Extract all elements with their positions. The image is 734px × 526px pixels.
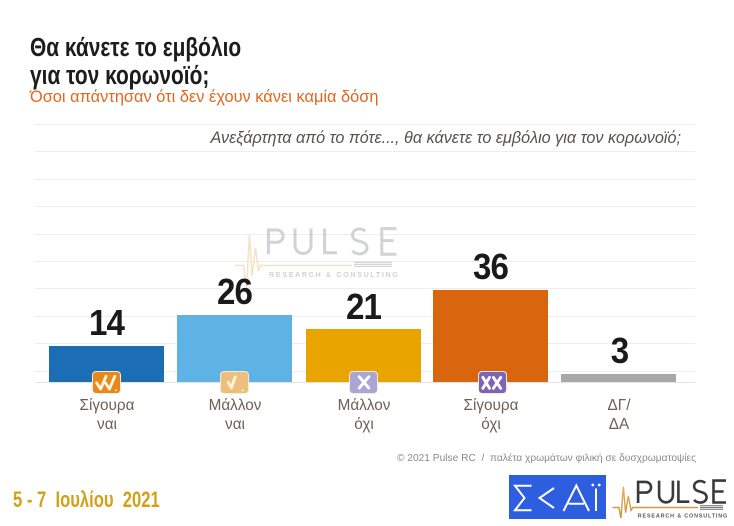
svg-text:RESEARCH & CONSULTING: RESEARCH & CONSULTING — [269, 270, 400, 279]
svg-text:RESEARCH & CONSULTING: RESEARCH & CONSULTING — [638, 514, 728, 520]
